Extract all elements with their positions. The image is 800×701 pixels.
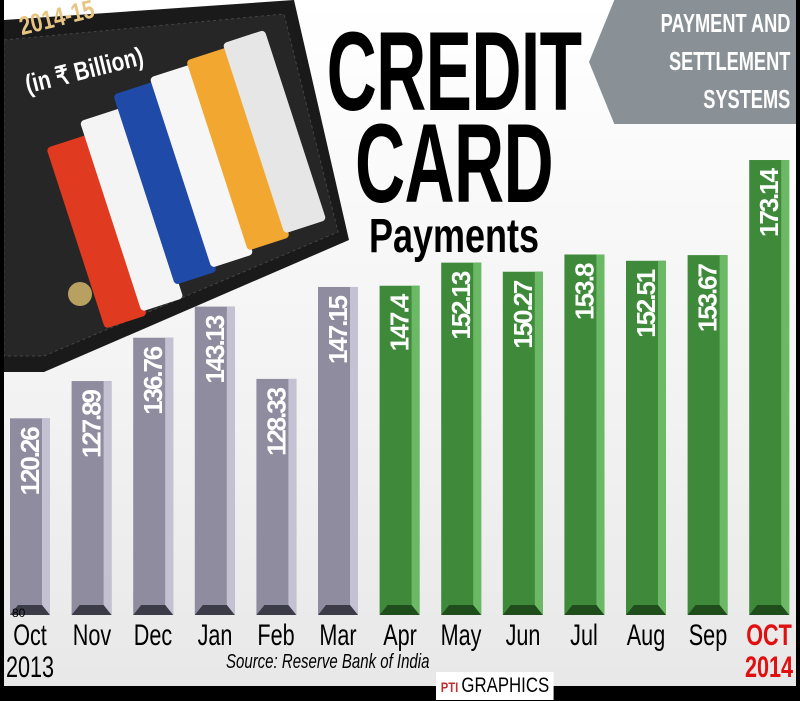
bar-value-label: 136.76 [138, 346, 168, 415]
bar: 173.14 [749, 160, 790, 615]
bar-value-label: 173.14 [754, 167, 784, 237]
bar: 147.4 [379, 285, 420, 615]
bar-value-label: 143.13 [200, 315, 230, 384]
bar-value-label: 128.33 [261, 387, 291, 456]
bar: 147.15 [318, 286, 358, 615]
bar-value-label: 153.8 [569, 262, 599, 320]
bar: 153.67 [687, 255, 728, 615]
pti-logo: PTI [440, 679, 459, 695]
bar: 152.13 [441, 262, 482, 615]
x-tick-label: Dec [133, 619, 173, 652]
year-label: 2013 [5, 651, 55, 684]
bar-bevel [318, 605, 358, 615]
bar: 128.33 [256, 378, 297, 615]
bar-bevel [564, 605, 605, 615]
bar-highlight [165, 337, 174, 615]
section-badge: PAYMENT AND SETTLEMENT SYSTEMS [589, 0, 796, 124]
bar-highlight [42, 418, 50, 615]
x-tick-label: Apr [382, 619, 417, 652]
bar-highlight [781, 160, 790, 615]
chart-subtitle: Payments [368, 210, 540, 263]
x-tick-label: Oct [13, 619, 47, 652]
bar-chart: 120.26 127.89 136.76 143.13 128.33 147.15 147.… [10, 160, 790, 615]
bar: 150.27 [502, 271, 543, 615]
bar: 136.76 [133, 337, 174, 615]
bar-highlight [719, 255, 728, 615]
bar-highlight [288, 378, 297, 615]
badge-line: SYSTEMS [703, 84, 790, 114]
bar-bevel [502, 605, 543, 615]
bar-value-label: 152.51 [631, 269, 661, 338]
bar: 153.8 [564, 254, 605, 615]
year-label: 2014 [745, 651, 794, 684]
bar-bevel [687, 605, 728, 615]
x-tick-label: Feb [257, 619, 295, 652]
x-tick-label: Jun [505, 619, 541, 652]
x-tick-label: Mar [319, 619, 357, 652]
infographic: 2014-15 (in ₹ Billion) CREDIT CARD Payme… [4, 0, 796, 686]
wallet-illustration [4, 0, 349, 372]
x-tick-label: May [440, 619, 482, 652]
bar-highlight [658, 260, 666, 615]
bar-value-label: 153.67 [693, 263, 723, 332]
bar-value-label: 150.27 [508, 280, 538, 349]
x-tick-label: Jan [197, 619, 233, 652]
x-tick-label: Nov [72, 619, 111, 652]
bar-bevel [194, 605, 235, 615]
bar-highlight [473, 262, 482, 615]
y-tick-label: 80 [12, 606, 26, 620]
bar: 120.26 [10, 418, 50, 615]
bar-bevel [749, 605, 790, 615]
bar: 143.13 [194, 306, 235, 615]
bar-highlight [596, 254, 605, 615]
bar: 127.89 [71, 381, 112, 615]
bar-bevel [133, 605, 174, 615]
bar-value-label: 147.15 [323, 295, 353, 364]
x-tick-label: Sep [688, 619, 727, 652]
chart-title: CREDIT CARD [326, 9, 582, 226]
bar-highlight [411, 285, 420, 615]
bar-bevel [441, 605, 482, 615]
source-note: Source: Reserve Bank of India [226, 651, 430, 673]
bar-highlight [226, 306, 235, 615]
bar-bevel [71, 605, 112, 615]
bar-bevel [256, 605, 297, 615]
badge-line: SETTLEMENT [668, 46, 790, 76]
bar: 152.51 [626, 260, 666, 615]
bar-highlight [534, 271, 543, 615]
bar-value-label: 127.89 [77, 389, 107, 458]
badge-line: PAYMENT AND [660, 8, 790, 38]
bar-value-label: 152.13 [446, 271, 476, 340]
bar-bevel [379, 605, 420, 615]
bar-highlight [350, 286, 358, 615]
bar-value-label: 120.26 [15, 426, 45, 495]
x-tick-label: Jul [570, 619, 599, 652]
x-tick-label: Aug [626, 619, 666, 652]
bar-value-label: 147.4 [385, 293, 415, 351]
credit-logo: PTI GRAPHICS [436, 672, 554, 700]
bar-highlight [103, 381, 112, 615]
credit-text: GRAPHICS [461, 674, 550, 697]
x-tick-label: OCT [746, 619, 792, 652]
bar-bevel [10, 605, 50, 615]
bar-bevel [626, 605, 666, 615]
